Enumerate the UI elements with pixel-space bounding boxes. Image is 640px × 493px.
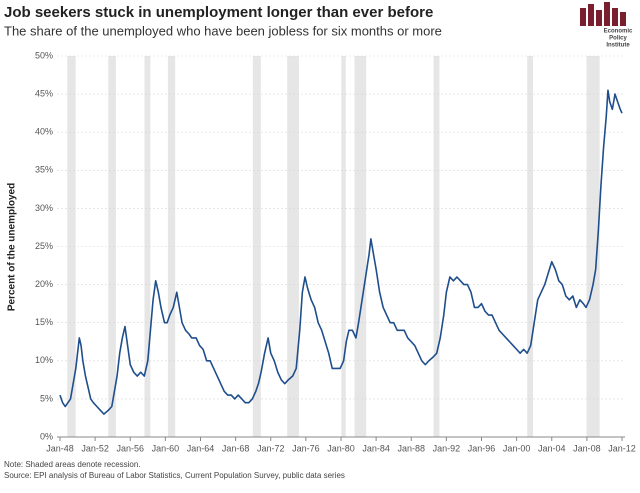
x-tick-label: Jan-92 bbox=[433, 443, 461, 453]
x-tick-label: Jan-88 bbox=[397, 443, 425, 453]
recession-band bbox=[433, 56, 440, 437]
recession-band bbox=[167, 56, 176, 437]
logo-text: Institute bbox=[606, 43, 630, 49]
x-tick-label: Jan-72 bbox=[257, 443, 285, 453]
source: Source: EPI analysis of Bureau of Labor … bbox=[4, 471, 345, 480]
chart-title: Job seekers stuck in unemployment longer… bbox=[4, 4, 433, 21]
recession-band bbox=[144, 56, 151, 437]
y-tick-label: 5% bbox=[40, 393, 53, 403]
recession-band bbox=[341, 56, 346, 437]
x-tick-label: Jan-52 bbox=[81, 443, 109, 453]
y-tick-label: 20% bbox=[35, 279, 53, 289]
y-tick-label: 50% bbox=[35, 50, 53, 60]
x-tick-label: Jan-56 bbox=[116, 443, 144, 453]
y-tick-label: 0% bbox=[40, 431, 53, 441]
recession-band bbox=[108, 56, 116, 437]
x-tick-label: Jan-04 bbox=[538, 443, 566, 453]
x-tick-label: Jan-12 bbox=[608, 443, 636, 453]
logo: Economic Policy Institute bbox=[580, 2, 633, 49]
y-tick-label: 40% bbox=[35, 127, 53, 137]
y-tick-label: 10% bbox=[35, 355, 53, 365]
x-tick-label: Jan-64 bbox=[187, 443, 215, 453]
y-tick-label: 15% bbox=[35, 317, 53, 327]
x-tick-label: Jan-84 bbox=[362, 443, 390, 453]
recession-band bbox=[67, 56, 76, 437]
x-tick-label: Jan-76 bbox=[292, 443, 320, 453]
recession-band bbox=[252, 56, 261, 437]
y-tick-label: 25% bbox=[35, 241, 53, 251]
x-tick-label: Jan-08 bbox=[573, 443, 601, 453]
y-tick-label: 45% bbox=[35, 88, 53, 98]
recession-band bbox=[354, 56, 367, 437]
x-tick-label: Jan-60 bbox=[152, 443, 180, 453]
x-tick-label: Jan-80 bbox=[327, 443, 355, 453]
x-tick-label: Jan-68 bbox=[222, 443, 250, 453]
y-axis-label: Percent of the unemployed bbox=[7, 183, 18, 311]
logo-text: Policy bbox=[609, 36, 627, 42]
x-tick-label: Jan-96 bbox=[468, 443, 496, 453]
y-tick-label: 30% bbox=[35, 203, 53, 213]
x-tick-label: Jan-48 bbox=[46, 443, 74, 453]
data-line bbox=[59, 89, 623, 415]
x-tick-label: Jan-00 bbox=[503, 443, 531, 453]
logo-text: Economic bbox=[604, 29, 633, 35]
chart-subtitle: The share of the unemployed who have bee… bbox=[4, 23, 442, 38]
y-tick-label: 35% bbox=[35, 165, 53, 175]
note: Note: Shaded areas denote recession. bbox=[4, 460, 141, 469]
